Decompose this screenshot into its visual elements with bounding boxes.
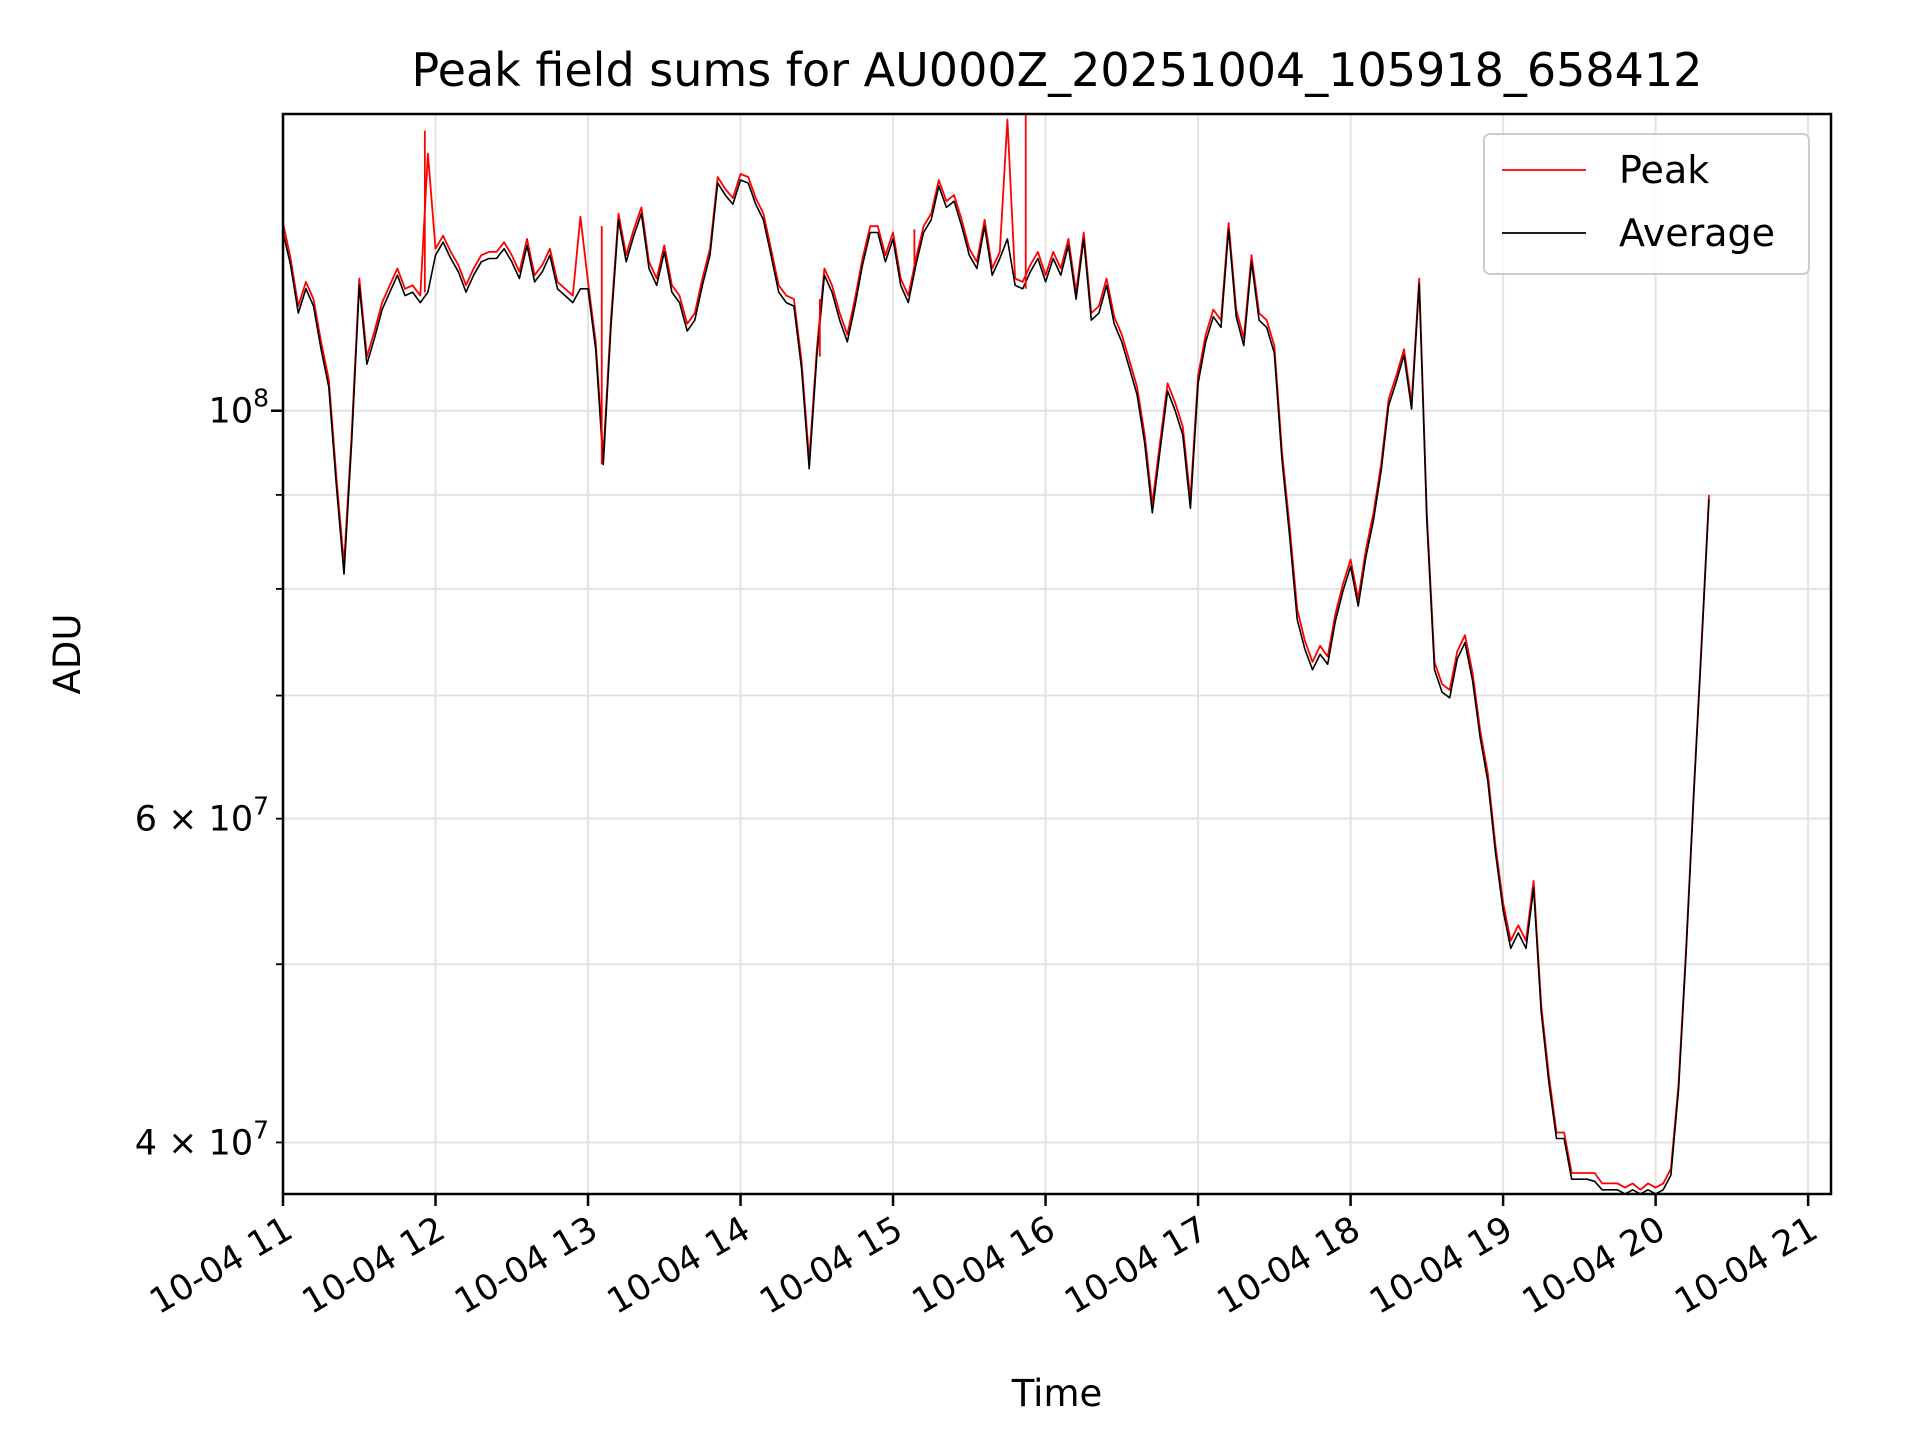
y-tick-base: 10 <box>209 392 254 432</box>
y-tick-exponent: 7 <box>253 1115 269 1144</box>
y-tick-base: 10 <box>209 800 254 840</box>
y-tick-times: × <box>157 1123 209 1163</box>
y-tick-times: × <box>157 800 209 840</box>
y-tick-mantissa: 4 <box>135 1123 157 1163</box>
series-line-peak <box>282 118 1710 1191</box>
legend: Peak Average <box>1483 133 1810 275</box>
y-tick-exponent: 7 <box>253 792 269 821</box>
x-axis-label: Time <box>1011 1372 1103 1415</box>
chart-title: Peak field sums for AU000Z_20251004_1059… <box>412 43 1703 97</box>
y-tick-exponent: 8 <box>253 384 269 413</box>
y-tick-label: 6 × 107 <box>135 792 269 840</box>
legend-box <box>1483 133 1810 275</box>
y-axis-label: ADU <box>46 614 89 695</box>
legend-label-peak: Peak <box>1619 148 1709 192</box>
legend-label-average: Average <box>1619 211 1775 255</box>
y-tick-label: 4 × 107 <box>135 1115 269 1163</box>
series-line-average <box>282 179 1710 1195</box>
plot-frame <box>281 112 1833 1196</box>
y-tick-base: 10 <box>209 1123 254 1163</box>
plot-lines <box>282 114 1710 1195</box>
y-tick-label: 108 <box>209 384 269 432</box>
y-tick-mantissa: 6 <box>135 800 157 840</box>
